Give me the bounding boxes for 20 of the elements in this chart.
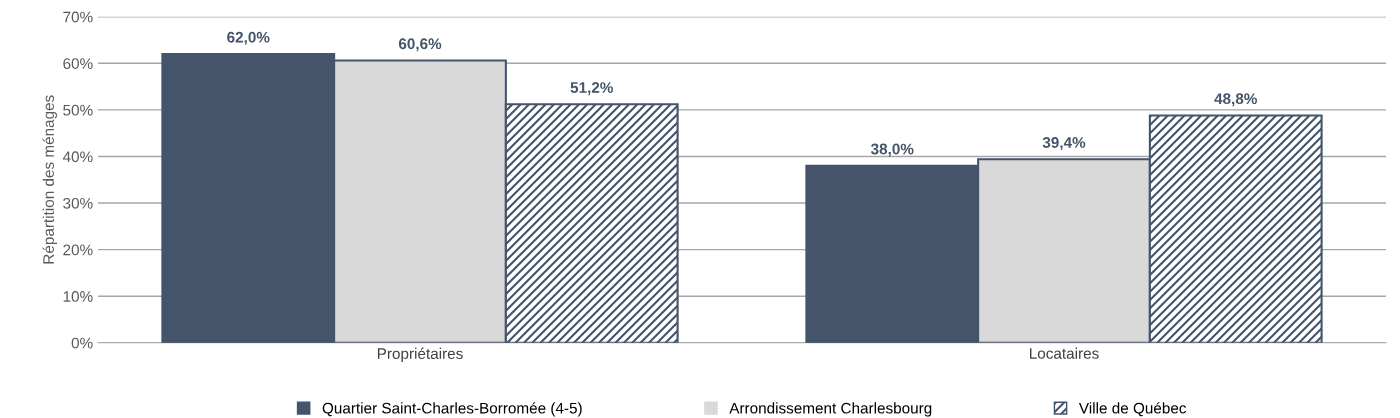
data-label: 62,0% bbox=[227, 31, 270, 45]
y-tick-label: 30% bbox=[63, 197, 93, 209]
y-tick-label: 70% bbox=[63, 11, 93, 23]
data-label: 48,8% bbox=[1214, 93, 1257, 107]
x-tick-label: Propriétaires bbox=[377, 347, 463, 363]
y-tick-label: 50% bbox=[63, 104, 93, 116]
data-label: 38,0% bbox=[870, 143, 914, 157]
data-label: 60,6% bbox=[398, 38, 442, 52]
y-tick-label: 20% bbox=[63, 244, 93, 256]
legend-label: Quartier Saint-Charles-Borromée (4-5) bbox=[322, 402, 582, 417]
y-tick-label: 40% bbox=[62, 151, 93, 163]
y-tick-label: 60% bbox=[63, 58, 93, 69]
y-axis-title: Répartition des ménages bbox=[42, 95, 58, 264]
legend-label: Ville de Québec bbox=[1078, 402, 1187, 417]
y-tick-label: 0% bbox=[71, 337, 93, 349]
data-label: 39,4% bbox=[1042, 137, 1086, 151]
legend-label: Arrondissement Charlesbourg bbox=[729, 402, 932, 417]
x-tick-label: Locataires bbox=[1030, 347, 1099, 359]
data-label: 51,2% bbox=[570, 82, 613, 96]
y-tick-label: 10% bbox=[63, 291, 93, 302]
